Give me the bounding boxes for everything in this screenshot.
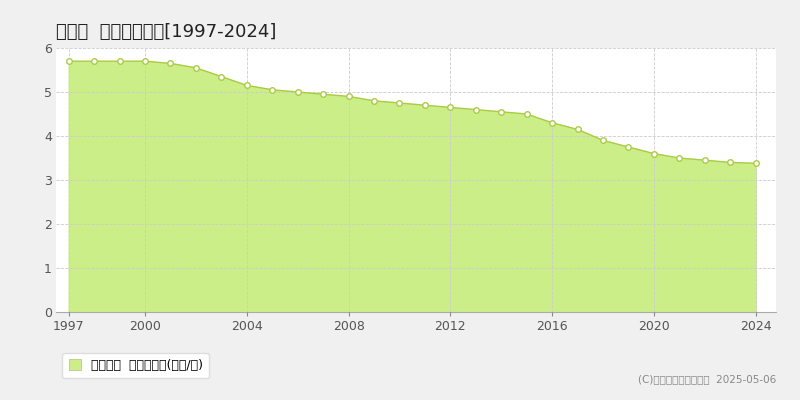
Text: (C)土地価格ドットコム  2025-05-06: (C)土地価格ドットコム 2025-05-06 [638,374,776,384]
Text: 東栄町  基準地価推移[1997-2024]: 東栄町 基準地価推移[1997-2024] [56,23,276,41]
Legend: 基準地価  平均坪単価(万円/坪): 基準地価 平均坪単価(万円/坪) [62,352,210,378]
